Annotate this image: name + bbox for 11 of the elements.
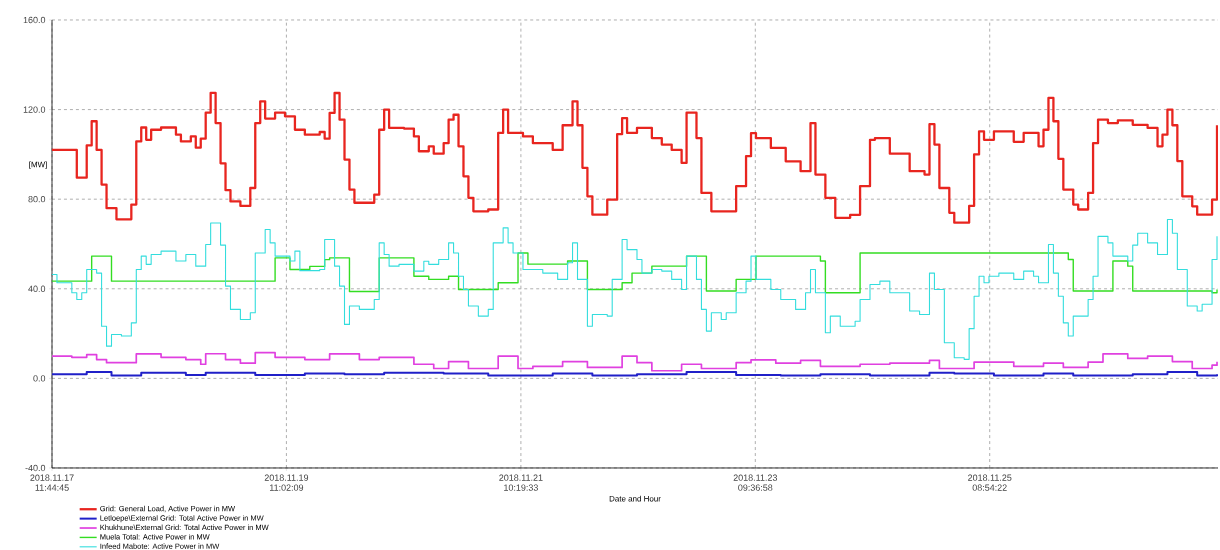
y-tick-label: 80.0 — [28, 196, 46, 203]
x-tick-label: 2018.11.25 08:54:22 — [968, 474, 1012, 491]
y-tick-label: 120.0 — [23, 106, 46, 113]
y-tick-label: 40.0 — [28, 285, 46, 292]
x-tick-label: 2018.11.19 11:02:09 — [264, 474, 309, 491]
x-tick-label: 2018.11.23 09:36:58 — [733, 474, 778, 491]
y-tick-label: 160.0 — [23, 16, 46, 24]
y-tick-label: 0.0 — [33, 375, 46, 382]
y-tick-label: -40.0 — [25, 464, 46, 472]
x-tick-label: 2018.11.17 11:44:45 — [30, 474, 74, 491]
x-tick-label: 2018.11.21 10:19:33 — [499, 474, 543, 491]
